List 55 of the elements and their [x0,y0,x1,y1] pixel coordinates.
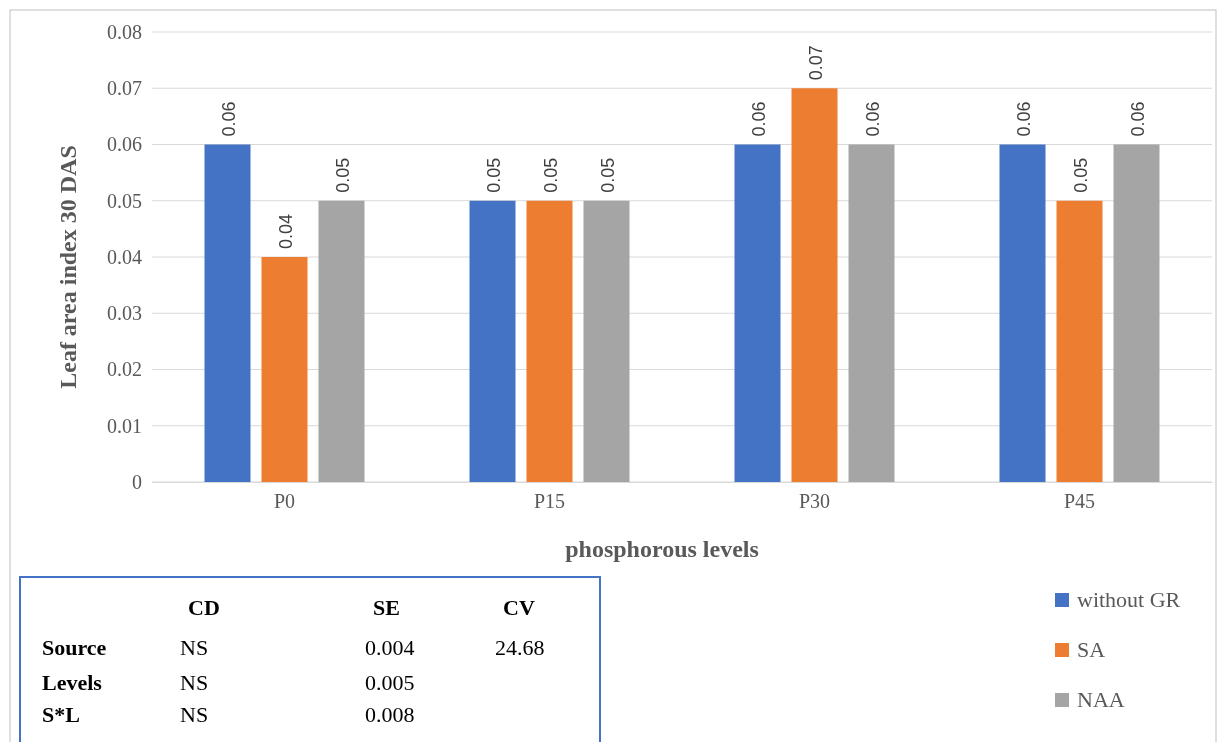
y-tick-label: 0.01 [107,414,142,437]
bar [526,200,573,482]
data-label: 0.05 [332,157,353,193]
y-tick-label: 0 [132,470,142,493]
legend-label: SA [1077,637,1106,662]
x-tick-label: P45 [1063,490,1096,513]
text: NS [180,702,209,727]
text: 0.005 [365,670,415,695]
text: 0.008 [365,702,415,727]
text: 24.68 [495,635,545,660]
bar [999,144,1046,482]
bar [734,144,781,482]
bar [318,200,365,482]
text: CD [188,595,220,620]
text: NS [180,670,209,695]
legend-label: without GR [1077,587,1181,612]
text: CV [503,595,535,620]
x-tick-label: P15 [533,490,566,513]
y-tick-label: 0.04 [107,245,142,268]
y-tick-label: 0.08 [107,20,142,43]
text: 0.004 [365,635,415,660]
bar [469,200,516,482]
text: SE [373,595,400,620]
data-label: 0.06 [218,101,239,137]
text: Levels [42,670,103,695]
data-label: 0.05 [483,157,504,193]
bar [583,200,630,482]
text: S*L [42,702,80,727]
y-tick-label: 0.06 [107,133,142,156]
data-label: 0.06 [1013,101,1034,137]
legend-label: NAA [1077,687,1125,712]
data-label: 0.05 [540,157,561,193]
y-tick-label: 0.03 [107,302,142,325]
y-tick-label: 0.05 [107,189,142,212]
bar [848,144,895,482]
bar [1056,200,1103,482]
x-tick-label: P30 [798,490,831,513]
data-label: 0.06 [1127,101,1148,137]
data-label: 0.05 [597,157,618,193]
bar [204,144,251,482]
data-label: 0.06 [748,101,769,137]
bar [791,88,838,482]
data-label: 0.07 [805,45,826,81]
text: NS [180,635,209,660]
bar [261,257,308,482]
data-label: 0.04 [275,213,296,249]
data-label: 0.06 [862,101,883,137]
y-tick-label: 0.02 [107,358,142,381]
x-tick-label: P0 [273,490,296,513]
x-axis-title: phosphorous levels [565,536,759,562]
y-axis-title: Leaf area index 30 DAS [55,145,81,389]
bar [1113,144,1160,482]
text: Source [42,635,107,660]
y-tick-label: 0.07 [107,77,142,100]
data-label: 0.05 [1070,157,1091,193]
